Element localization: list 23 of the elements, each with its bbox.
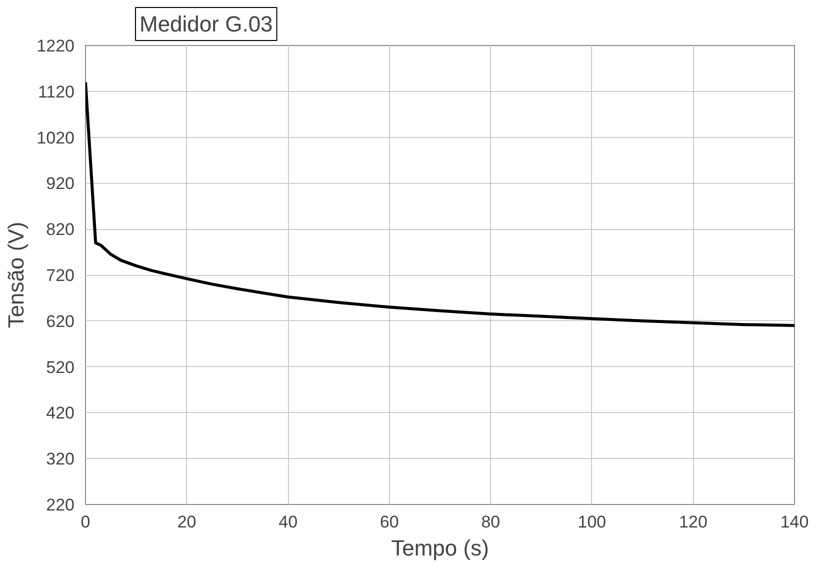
chart-title: Medidor G.03: [140, 12, 273, 36]
x-tick-label: 60: [380, 512, 399, 532]
y-tick-label: 320: [46, 450, 75, 469]
y-tick-label: 1020: [36, 128, 75, 148]
y-tick-label: 820: [46, 220, 75, 240]
x-tick-label: 140: [780, 512, 809, 532]
line-series: [86, 80, 794, 327]
x-tick-label: 100: [578, 512, 606, 532]
y-tick-label: 520: [46, 358, 75, 377]
y-tick-label: 420: [46, 404, 75, 423]
y-tick-label: 620: [46, 312, 75, 331]
y-tick-label: 220: [46, 496, 75, 514]
y-tick-label: 1220: [36, 36, 75, 56]
y-tick-label: 920: [46, 174, 75, 194]
y-tick-label: 1120: [38, 82, 75, 102]
x-axis-title: Tempo (s): [391, 536, 489, 560]
x-tick-label: 20: [177, 512, 196, 532]
x-tick-label: 80: [481, 512, 500, 532]
x-tick-label: 120: [679, 512, 708, 532]
y-tick-label: 720: [46, 266, 75, 285]
x-tick-label: 0: [80, 512, 90, 532]
x-tick-label: 40: [278, 512, 298, 532]
y-axis-title: Tensão (V): [4, 222, 29, 328]
